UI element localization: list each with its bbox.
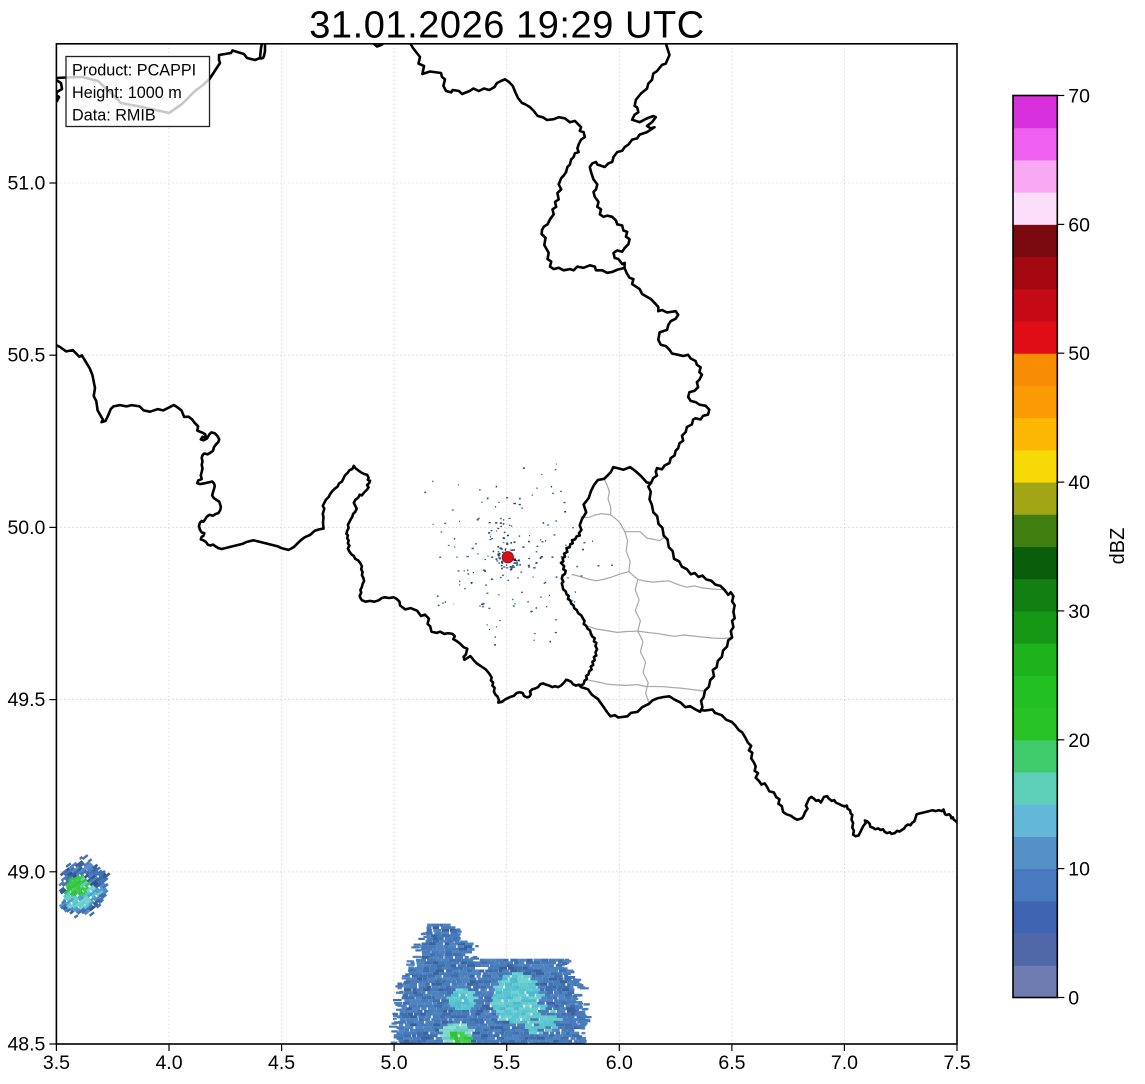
svg-text:6.0: 6.0 [606, 1052, 633, 1074]
svg-text:Height: 1000 m: Height: 1000 m [72, 84, 182, 102]
svg-text:48.5: 48.5 [7, 1034, 45, 1056]
svg-text:20: 20 [1068, 730, 1090, 752]
svg-text:0: 0 [1068, 988, 1079, 1010]
svg-text:30: 30 [1068, 601, 1090, 623]
svg-text:50.0: 50.0 [7, 517, 45, 539]
svg-text:Product: PCAPPI: Product: PCAPPI [72, 62, 196, 80]
svg-text:4.0: 4.0 [155, 1052, 182, 1074]
svg-text:5.5: 5.5 [493, 1052, 520, 1074]
svg-text:4.5: 4.5 [268, 1052, 295, 1074]
svg-text:5.0: 5.0 [381, 1052, 408, 1074]
svg-text:7.5: 7.5 [943, 1052, 970, 1074]
svg-text:10: 10 [1068, 859, 1090, 881]
svg-text:49.0: 49.0 [7, 861, 45, 883]
svg-text:3.5: 3.5 [43, 1052, 70, 1074]
svg-text:49.5: 49.5 [7, 689, 45, 711]
svg-text:60: 60 [1068, 214, 1090, 236]
svg-text:50: 50 [1068, 343, 1090, 365]
svg-text:7.0: 7.0 [831, 1052, 858, 1074]
svg-text:50.5: 50.5 [7, 345, 45, 367]
svg-text:51.0: 51.0 [7, 173, 45, 195]
svg-text:70: 70 [1068, 86, 1090, 108]
svg-text:40: 40 [1068, 472, 1090, 494]
svg-text:Data: RMIB: Data: RMIB [72, 107, 156, 125]
svg-text:dBZ: dBZ [1107, 528, 1129, 565]
svg-text:6.5: 6.5 [718, 1052, 745, 1074]
svg-text:31.01.2026 19:29 UTC: 31.01.2026 19:29 UTC [309, 5, 705, 47]
